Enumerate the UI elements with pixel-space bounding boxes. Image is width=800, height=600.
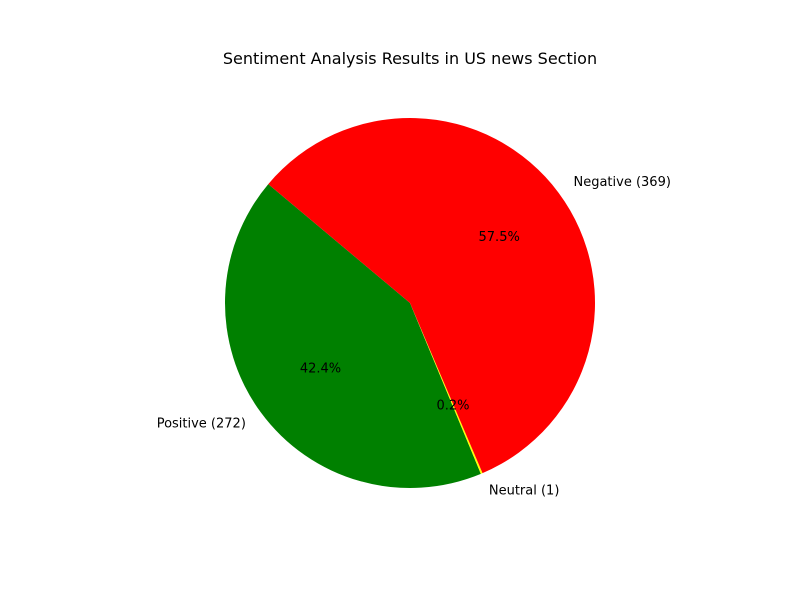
slice-percent-positive: 42.4%	[300, 362, 341, 377]
slice-percent-negative: 57.5%	[479, 230, 520, 245]
pie-slice-negative	[268, 118, 595, 474]
pie-slice-neutral	[410, 303, 483, 474]
chart-title: Sentiment Analysis Results in US news Se…	[223, 49, 597, 68]
labels-layer: Positive (272) 42.4% Neutral (1) 0.2% Negati…	[157, 175, 671, 499]
slice-percent-neutral: 0.2%	[437, 398, 470, 413]
slices-layer	[224, 118, 595, 488]
slice-label-positive: Positive (272)	[157, 416, 246, 431]
slice-label-neutral: Neutral (1)	[489, 484, 560, 499]
pie-slice-positive	[224, 184, 481, 488]
slice-label-negative: Negative (369)	[573, 175, 670, 190]
